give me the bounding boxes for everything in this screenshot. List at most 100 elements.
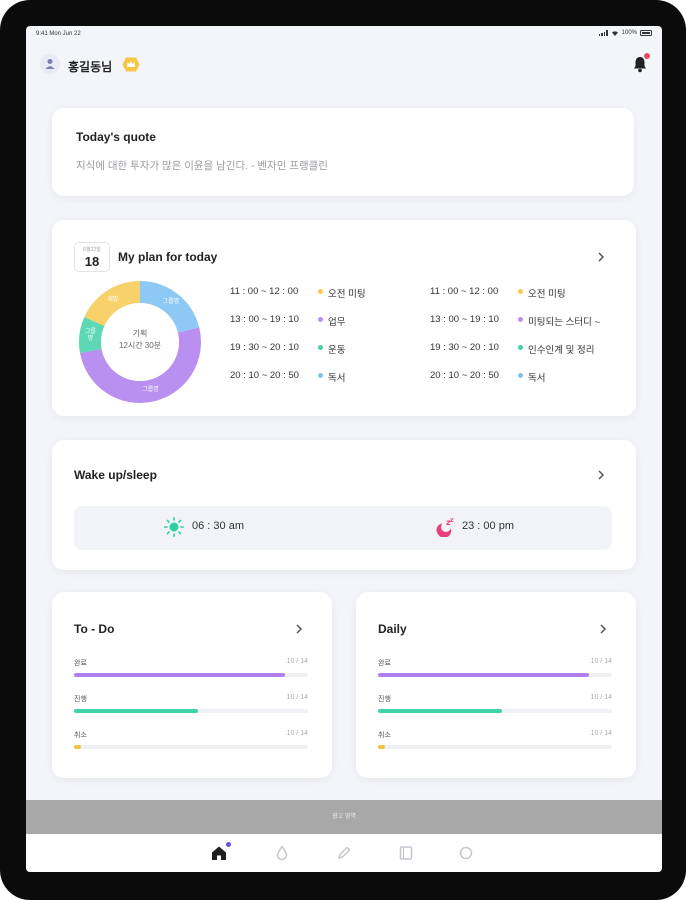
progress-track bbox=[378, 709, 612, 713]
app-header: 홍길동님 bbox=[26, 50, 662, 82]
sleep-time-value: 23 : 00 pm bbox=[462, 520, 514, 532]
quote-card: Today's quote 지식에 대한 투자가 많은 이윤을 남긴다. - 벤… bbox=[52, 108, 634, 196]
schedule-time: 20 : 10 ~ 20 : 50 bbox=[430, 370, 499, 381]
app-screen: 9:41 Mon Jun 22 100% 홍길동님 bbox=[26, 26, 662, 872]
progress-fill bbox=[74, 709, 199, 713]
schedule-label: 오전 미팅 bbox=[528, 289, 566, 300]
progress-count: 10 / 14 bbox=[286, 694, 308, 701]
progress-label: 진행 bbox=[378, 696, 391, 703]
drop-icon[interactable] bbox=[273, 844, 291, 862]
schedule-label: 독서 bbox=[328, 373, 346, 384]
quote-text: 지식에 대한 투자가 많은 이윤을 남긴다. - 벤자민 프랭클린 bbox=[76, 160, 328, 172]
progress-fill bbox=[378, 673, 589, 677]
wake-sleep-times: 06 : 30 am z z 23 : 00 pm bbox=[74, 506, 612, 550]
donut-segment-0 bbox=[139, 281, 200, 334]
schedule-time: 11 : 00 ~ 12 : 00 bbox=[230, 286, 299, 297]
profile-icon[interactable] bbox=[457, 844, 475, 862]
progress-label: 취소 bbox=[378, 732, 391, 739]
schedule-time: 13 : 00 ~ 19 : 10 bbox=[430, 314, 499, 325]
schedule-color-dot bbox=[518, 373, 523, 378]
schedule-label: 독서 bbox=[528, 373, 546, 384]
progress-label: 완료 bbox=[378, 660, 391, 667]
date-label: 6월22일 bbox=[83, 247, 101, 253]
donut-segment-label-0: 그룹명 bbox=[162, 299, 180, 306]
chevron-right-icon[interactable] bbox=[294, 624, 304, 634]
chevron-right-icon[interactable] bbox=[598, 624, 608, 634]
plan-donut-chart: 그룹명 그룹명 그룹 명 개발 기획 12시간 30분 bbox=[78, 280, 202, 404]
progress-track bbox=[74, 709, 308, 713]
daily-title: Daily bbox=[378, 622, 407, 636]
progress-label: 완료 bbox=[74, 660, 87, 667]
moon-zzz-icon: z z bbox=[436, 517, 454, 537]
chevron-right-icon[interactable] bbox=[596, 470, 606, 480]
todo-card[interactable]: To - Do 완료 10 / 14 진행 10 / 14 취소 10 / 14 bbox=[52, 592, 332, 778]
progress-fill bbox=[378, 709, 503, 713]
schedule-color-dot bbox=[318, 373, 323, 378]
pencil-icon[interactable] bbox=[335, 844, 353, 862]
wake-sleep-title: Wake up/sleep bbox=[74, 468, 157, 482]
schedule-label: 운동 bbox=[328, 345, 346, 356]
wake-time-value: 06 : 30 am bbox=[192, 520, 244, 532]
schedule-color-dot bbox=[518, 289, 523, 294]
home-icon[interactable] bbox=[210, 844, 228, 862]
progress-track bbox=[378, 745, 612, 749]
status-time: 9:41 Mon Jun 22 bbox=[36, 31, 81, 37]
svg-text:z: z bbox=[446, 518, 451, 527]
progress-fill bbox=[74, 673, 285, 677]
progress-count: 10 / 14 bbox=[286, 730, 308, 737]
donut-svg bbox=[79, 281, 201, 403]
date-day: 18 bbox=[84, 254, 100, 269]
donut-center-duration: 12시간 30분 bbox=[118, 341, 162, 350]
progress-track bbox=[378, 673, 612, 677]
ad-banner[interactable]: 광고 영역 bbox=[26, 800, 662, 834]
signal-icon bbox=[598, 30, 608, 36]
schedule-color-dot bbox=[318, 289, 323, 294]
schedule-label: 오전 미팅 bbox=[328, 289, 366, 300]
user-icon bbox=[45, 59, 55, 69]
donut-center: 기획 12시간 30분 bbox=[78, 328, 202, 352]
avatar[interactable] bbox=[40, 54, 60, 74]
plan-card[interactable]: 6월22일 18 My plan for today 그룹명 그룹명 그룹 명 개발 … bbox=[52, 220, 636, 416]
sun-icon bbox=[164, 517, 184, 537]
donut-segment-1 bbox=[80, 327, 201, 403]
schedule-color-dot bbox=[518, 345, 523, 350]
status-icons: 100% bbox=[598, 30, 652, 36]
progress-count: 10 / 14 bbox=[286, 658, 308, 665]
donut-segment-label-1: 그룹명 bbox=[142, 387, 159, 394]
progress-track bbox=[74, 673, 308, 677]
chevron-right-icon[interactable] bbox=[596, 252, 606, 262]
donut-segment-3 bbox=[84, 281, 141, 327]
schedule-color-dot bbox=[518, 317, 523, 322]
schedule-time: 13 : 00 ~ 19 : 10 bbox=[230, 314, 299, 325]
progress-fill bbox=[74, 745, 82, 749]
progress-track bbox=[74, 745, 308, 749]
daily-card[interactable]: Daily 완료 10 / 14 진행 10 / 14 취소 10 / 14 bbox=[356, 592, 636, 778]
schedule-time: 20 : 10 ~ 20 : 50 bbox=[230, 370, 299, 381]
wake-sleep-card[interactable]: Wake up/sleep 06 : 30 am bbox=[52, 440, 636, 570]
battery-percent: 100% bbox=[621, 30, 637, 36]
plan-title: My plan for today bbox=[118, 250, 218, 264]
progress-fill bbox=[378, 745, 386, 749]
date-box: 6월22일 18 bbox=[74, 242, 110, 272]
book-icon[interactable] bbox=[397, 844, 415, 862]
schedule-color-dot bbox=[318, 317, 323, 322]
svg-text:z: z bbox=[450, 517, 454, 524]
quote-title: Today's quote bbox=[76, 130, 156, 144]
crown-badge-icon bbox=[122, 57, 140, 72]
bell-icon[interactable] bbox=[632, 55, 648, 73]
todo-title: To - Do bbox=[74, 622, 115, 636]
progress-count: 10 / 14 bbox=[590, 730, 612, 737]
schedule-color-dot bbox=[318, 345, 323, 350]
schedule-label: 미팅되는 스터디 ~ bbox=[528, 317, 601, 328]
donut-segment-label-3: 개발 bbox=[107, 296, 119, 303]
schedule-label: 인수인계 및 정리 bbox=[528, 345, 595, 356]
progress-count: 10 / 14 bbox=[590, 694, 612, 701]
schedule-label: 업무 bbox=[328, 317, 346, 328]
ad-banner-text: 광고 영역 bbox=[332, 814, 356, 820]
progress-count: 10 / 14 bbox=[590, 658, 612, 665]
donut-hole bbox=[101, 303, 179, 381]
status-bar: 9:41 Mon Jun 22 100% bbox=[26, 26, 662, 44]
donut-segment-label-2: 그룹 명 bbox=[84, 328, 96, 342]
username: 홍길동님 bbox=[68, 60, 113, 74]
